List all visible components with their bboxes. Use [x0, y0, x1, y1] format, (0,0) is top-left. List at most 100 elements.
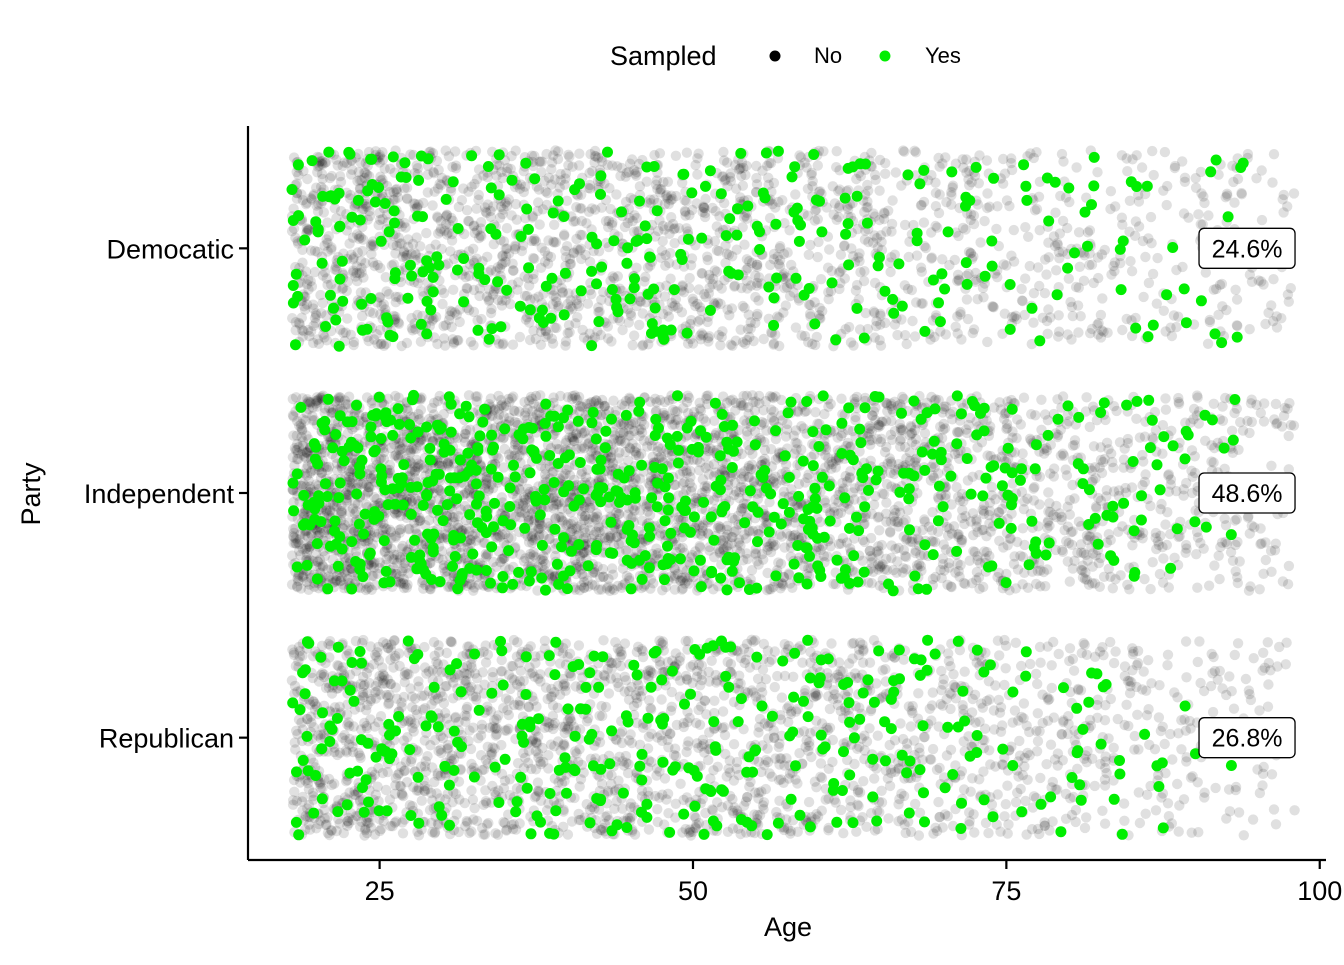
point-no [751, 172, 762, 184]
point-no [345, 189, 356, 201]
point-no [322, 217, 333, 228]
point-no [717, 326, 728, 337]
point-no [623, 317, 634, 328]
point-no [431, 155, 443, 167]
point-no [1161, 199, 1172, 211]
point-no [1282, 201, 1293, 212]
point-no [592, 152, 604, 163]
point-no [784, 225, 795, 236]
point-no [802, 210, 814, 221]
point-no [402, 249, 413, 260]
point-no [930, 187, 942, 199]
point-no [542, 250, 553, 261]
point-no [982, 188, 993, 199]
point-no [1092, 252, 1104, 263]
point-no [729, 280, 740, 291]
point-no [665, 247, 676, 259]
point-no [1018, 392, 1030, 403]
point-no [858, 275, 870, 287]
point-no [406, 312, 417, 324]
point-no [740, 169, 751, 181]
point-no [1031, 204, 1043, 215]
point-no [1259, 398, 1270, 409]
point-no [595, 329, 606, 341]
point-no [1088, 277, 1099, 289]
point-no [711, 221, 722, 232]
point-no [725, 175, 736, 187]
point-no [450, 146, 461, 157]
point-no [338, 327, 349, 338]
point-no [593, 306, 604, 318]
point-no [1179, 176, 1191, 187]
point-no [445, 186, 457, 197]
point-no [626, 154, 638, 165]
point-no [535, 156, 546, 167]
point-no [774, 340, 785, 352]
point-no [811, 331, 822, 343]
point-no [406, 322, 418, 334]
point-no [607, 160, 618, 171]
point-no [631, 262, 642, 273]
point-no [952, 269, 964, 280]
point-no [631, 170, 642, 181]
point-no [731, 244, 742, 255]
point-no [812, 251, 823, 263]
point-no [967, 327, 978, 339]
point-no [628, 226, 640, 237]
point-no [1216, 278, 1228, 290]
point-no [1053, 331, 1064, 342]
point-no [433, 164, 444, 176]
point-no [1221, 304, 1232, 316]
point-no [564, 253, 576, 265]
point-no [855, 267, 866, 278]
point-no [435, 223, 447, 234]
point-no [1244, 324, 1255, 335]
point-no [352, 275, 363, 287]
point-no [901, 338, 912, 350]
point-no [1171, 321, 1182, 333]
point-no [807, 176, 818, 187]
point-no [655, 184, 666, 195]
point-no [305, 326, 317, 337]
point-no [1073, 327, 1084, 338]
point-no [533, 197, 544, 208]
point-no [854, 248, 865, 259]
point-no [561, 195, 573, 206]
point-no [944, 523, 955, 534]
point-no [576, 203, 587, 214]
point-no [574, 148, 585, 159]
point-no [840, 324, 851, 335]
point-no [700, 193, 711, 205]
point-no [887, 195, 898, 206]
point-no [961, 294, 973, 305]
point-no [1171, 264, 1182, 276]
point-no [1073, 282, 1085, 293]
point-no [571, 202, 582, 213]
point-no [851, 173, 862, 185]
point-no [829, 198, 841, 209]
point-no [751, 280, 762, 291]
point-no [301, 299, 313, 310]
point-no [322, 246, 333, 257]
point-no [973, 178, 984, 189]
point-no [903, 251, 914, 263]
point-no [762, 160, 773, 171]
point-no [679, 205, 691, 217]
point-no [899, 219, 911, 231]
point-no [565, 258, 577, 270]
point-no [1054, 253, 1065, 264]
point-no [835, 277, 846, 289]
point-no [1245, 398, 1257, 409]
point-no [1268, 149, 1280, 160]
point-no [594, 306, 605, 317]
point-no [476, 231, 487, 242]
point-no [523, 273, 534, 284]
point-no [842, 201, 853, 212]
point-no [297, 257, 308, 268]
point-no [584, 328, 595, 339]
point-no [450, 160, 462, 171]
point-no [937, 254, 948, 265]
point-no [578, 332, 590, 343]
point-no [367, 257, 379, 268]
point-no [874, 154, 886, 166]
